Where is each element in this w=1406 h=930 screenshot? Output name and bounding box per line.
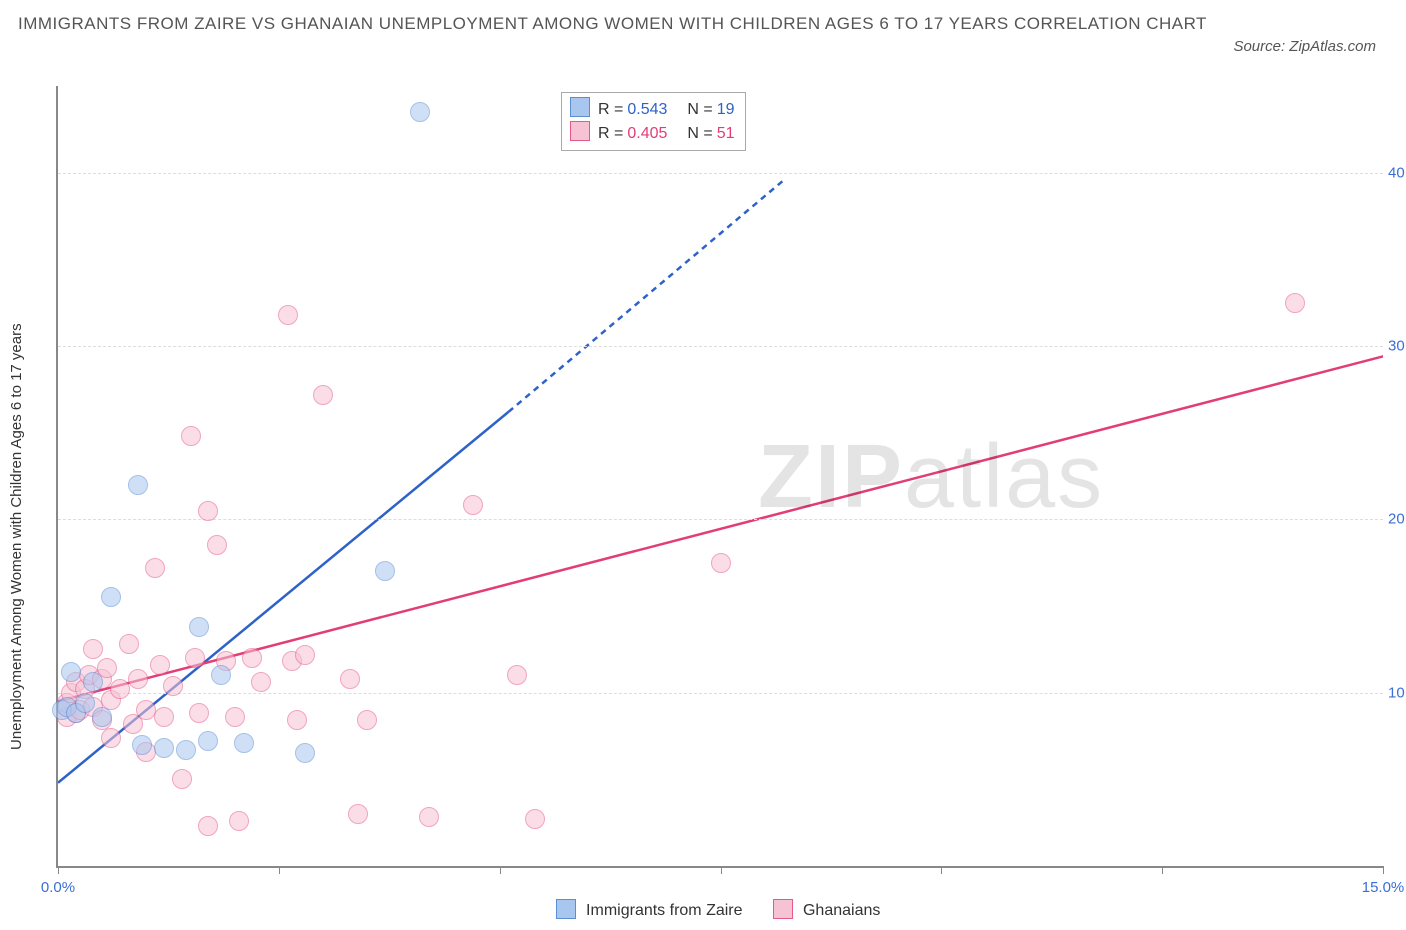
trend-line: [509, 181, 783, 412]
scatter-point: [163, 676, 183, 696]
gridline: [58, 346, 1383, 347]
scatter-point: [242, 648, 262, 668]
bottom-legend: Immigrants from Zaire Ghanaians: [0, 899, 1406, 920]
scatter-point: [181, 426, 201, 446]
scatter-plot-area: R =0.543N =19R =0.405N =51 ZIPatlas 10.0…: [56, 86, 1383, 868]
scatter-point: [525, 809, 545, 829]
legend-swatch: [570, 121, 590, 141]
scatter-point: [251, 672, 271, 692]
scatter-point: [357, 710, 377, 730]
scatter-point: [75, 693, 95, 713]
scatter-point: [207, 535, 227, 555]
stat-label: N =: [687, 101, 712, 118]
gridline: [58, 693, 1383, 694]
scatter-point: [419, 807, 439, 827]
scatter-point: [128, 475, 148, 495]
scatter-point: [110, 679, 130, 699]
scatter-point: [101, 728, 121, 748]
scatter-point: [410, 102, 430, 122]
scatter-point: [234, 733, 254, 753]
scatter-point: [198, 731, 218, 751]
scatter-point: [101, 587, 121, 607]
scatter-point: [189, 703, 209, 723]
legend-swatch: [570, 97, 590, 117]
legend-swatch: [556, 899, 576, 919]
x-tick: [58, 866, 60, 874]
legend-label: Ghanaians: [799, 902, 881, 919]
y-tick-label: 10.0%: [1388, 684, 1406, 701]
stats-row: R =0.543 N = 19: [570, 97, 735, 121]
x-tick-label: 0.0%: [41, 879, 75, 896]
scatter-point: [150, 655, 170, 675]
scatter-point: [198, 501, 218, 521]
stat-label: N =: [687, 125, 712, 142]
scatter-point: [128, 669, 148, 689]
scatter-point: [463, 495, 483, 515]
scatter-point: [145, 558, 165, 578]
scatter-point: [225, 707, 245, 727]
scatter-point: [154, 738, 174, 758]
y-tick-label: 20.0%: [1388, 511, 1406, 528]
scatter-point: [189, 617, 209, 637]
stat-label: R =: [598, 125, 623, 142]
x-tick-label: 15.0%: [1362, 879, 1405, 896]
scatter-point: [61, 662, 81, 682]
scatter-point: [176, 740, 196, 760]
scatter-point: [295, 743, 315, 763]
y-tick-label: 40.0%: [1388, 164, 1406, 181]
scatter-point: [154, 707, 174, 727]
y-axis-label: Unemployment Among Women with Children A…: [8, 323, 25, 750]
y-tick-label: 30.0%: [1388, 338, 1406, 355]
x-tick: [1162, 866, 1164, 874]
x-tick: [941, 866, 943, 874]
trend-lines-layer: [58, 86, 1383, 866]
scatter-point: [229, 811, 249, 831]
scatter-point: [287, 710, 307, 730]
x-tick: [721, 866, 723, 874]
stat-n-value: 51: [717, 125, 735, 142]
scatter-point: [92, 707, 112, 727]
watermark: ZIPatlas: [758, 426, 1104, 529]
scatter-point: [711, 553, 731, 573]
stat-r-value: 0.543: [627, 101, 667, 118]
scatter-point: [348, 804, 368, 824]
scatter-point: [375, 561, 395, 581]
stats-row: R =0.405 N = 51: [570, 121, 735, 145]
watermark-bold: ZIP: [758, 427, 904, 527]
scatter-point: [172, 769, 192, 789]
scatter-point: [83, 639, 103, 659]
legend-swatch: [773, 899, 793, 919]
scatter-point: [198, 816, 218, 836]
chart-title: IMMIGRANTS FROM ZAIRE VS GHANAIAN UNEMPL…: [18, 10, 1226, 37]
source-attribution: Source: ZipAtlas.com: [1233, 38, 1376, 55]
scatter-point: [132, 735, 152, 755]
gridline: [58, 173, 1383, 174]
scatter-point: [83, 672, 103, 692]
x-tick: [1383, 866, 1385, 874]
stat-r-value: 0.405: [627, 125, 667, 142]
scatter-point: [507, 665, 527, 685]
scatter-point: [295, 645, 315, 665]
scatter-point: [1285, 293, 1305, 313]
scatter-point: [278, 305, 298, 325]
legend-label: Immigrants from Zaire: [582, 902, 743, 919]
x-tick: [500, 866, 502, 874]
stat-label: R =: [598, 101, 623, 118]
x-tick: [279, 866, 281, 874]
scatter-point: [119, 634, 139, 654]
watermark-light: atlas: [904, 427, 1104, 527]
stat-n-value: 19: [717, 101, 735, 118]
correlation-stats-box: R =0.543 N = 19 R =0.405 N = 51: [561, 92, 746, 151]
gridline: [58, 519, 1383, 520]
scatter-point: [313, 385, 333, 405]
scatter-point: [211, 665, 231, 685]
scatter-point: [340, 669, 360, 689]
scatter-point: [185, 648, 205, 668]
